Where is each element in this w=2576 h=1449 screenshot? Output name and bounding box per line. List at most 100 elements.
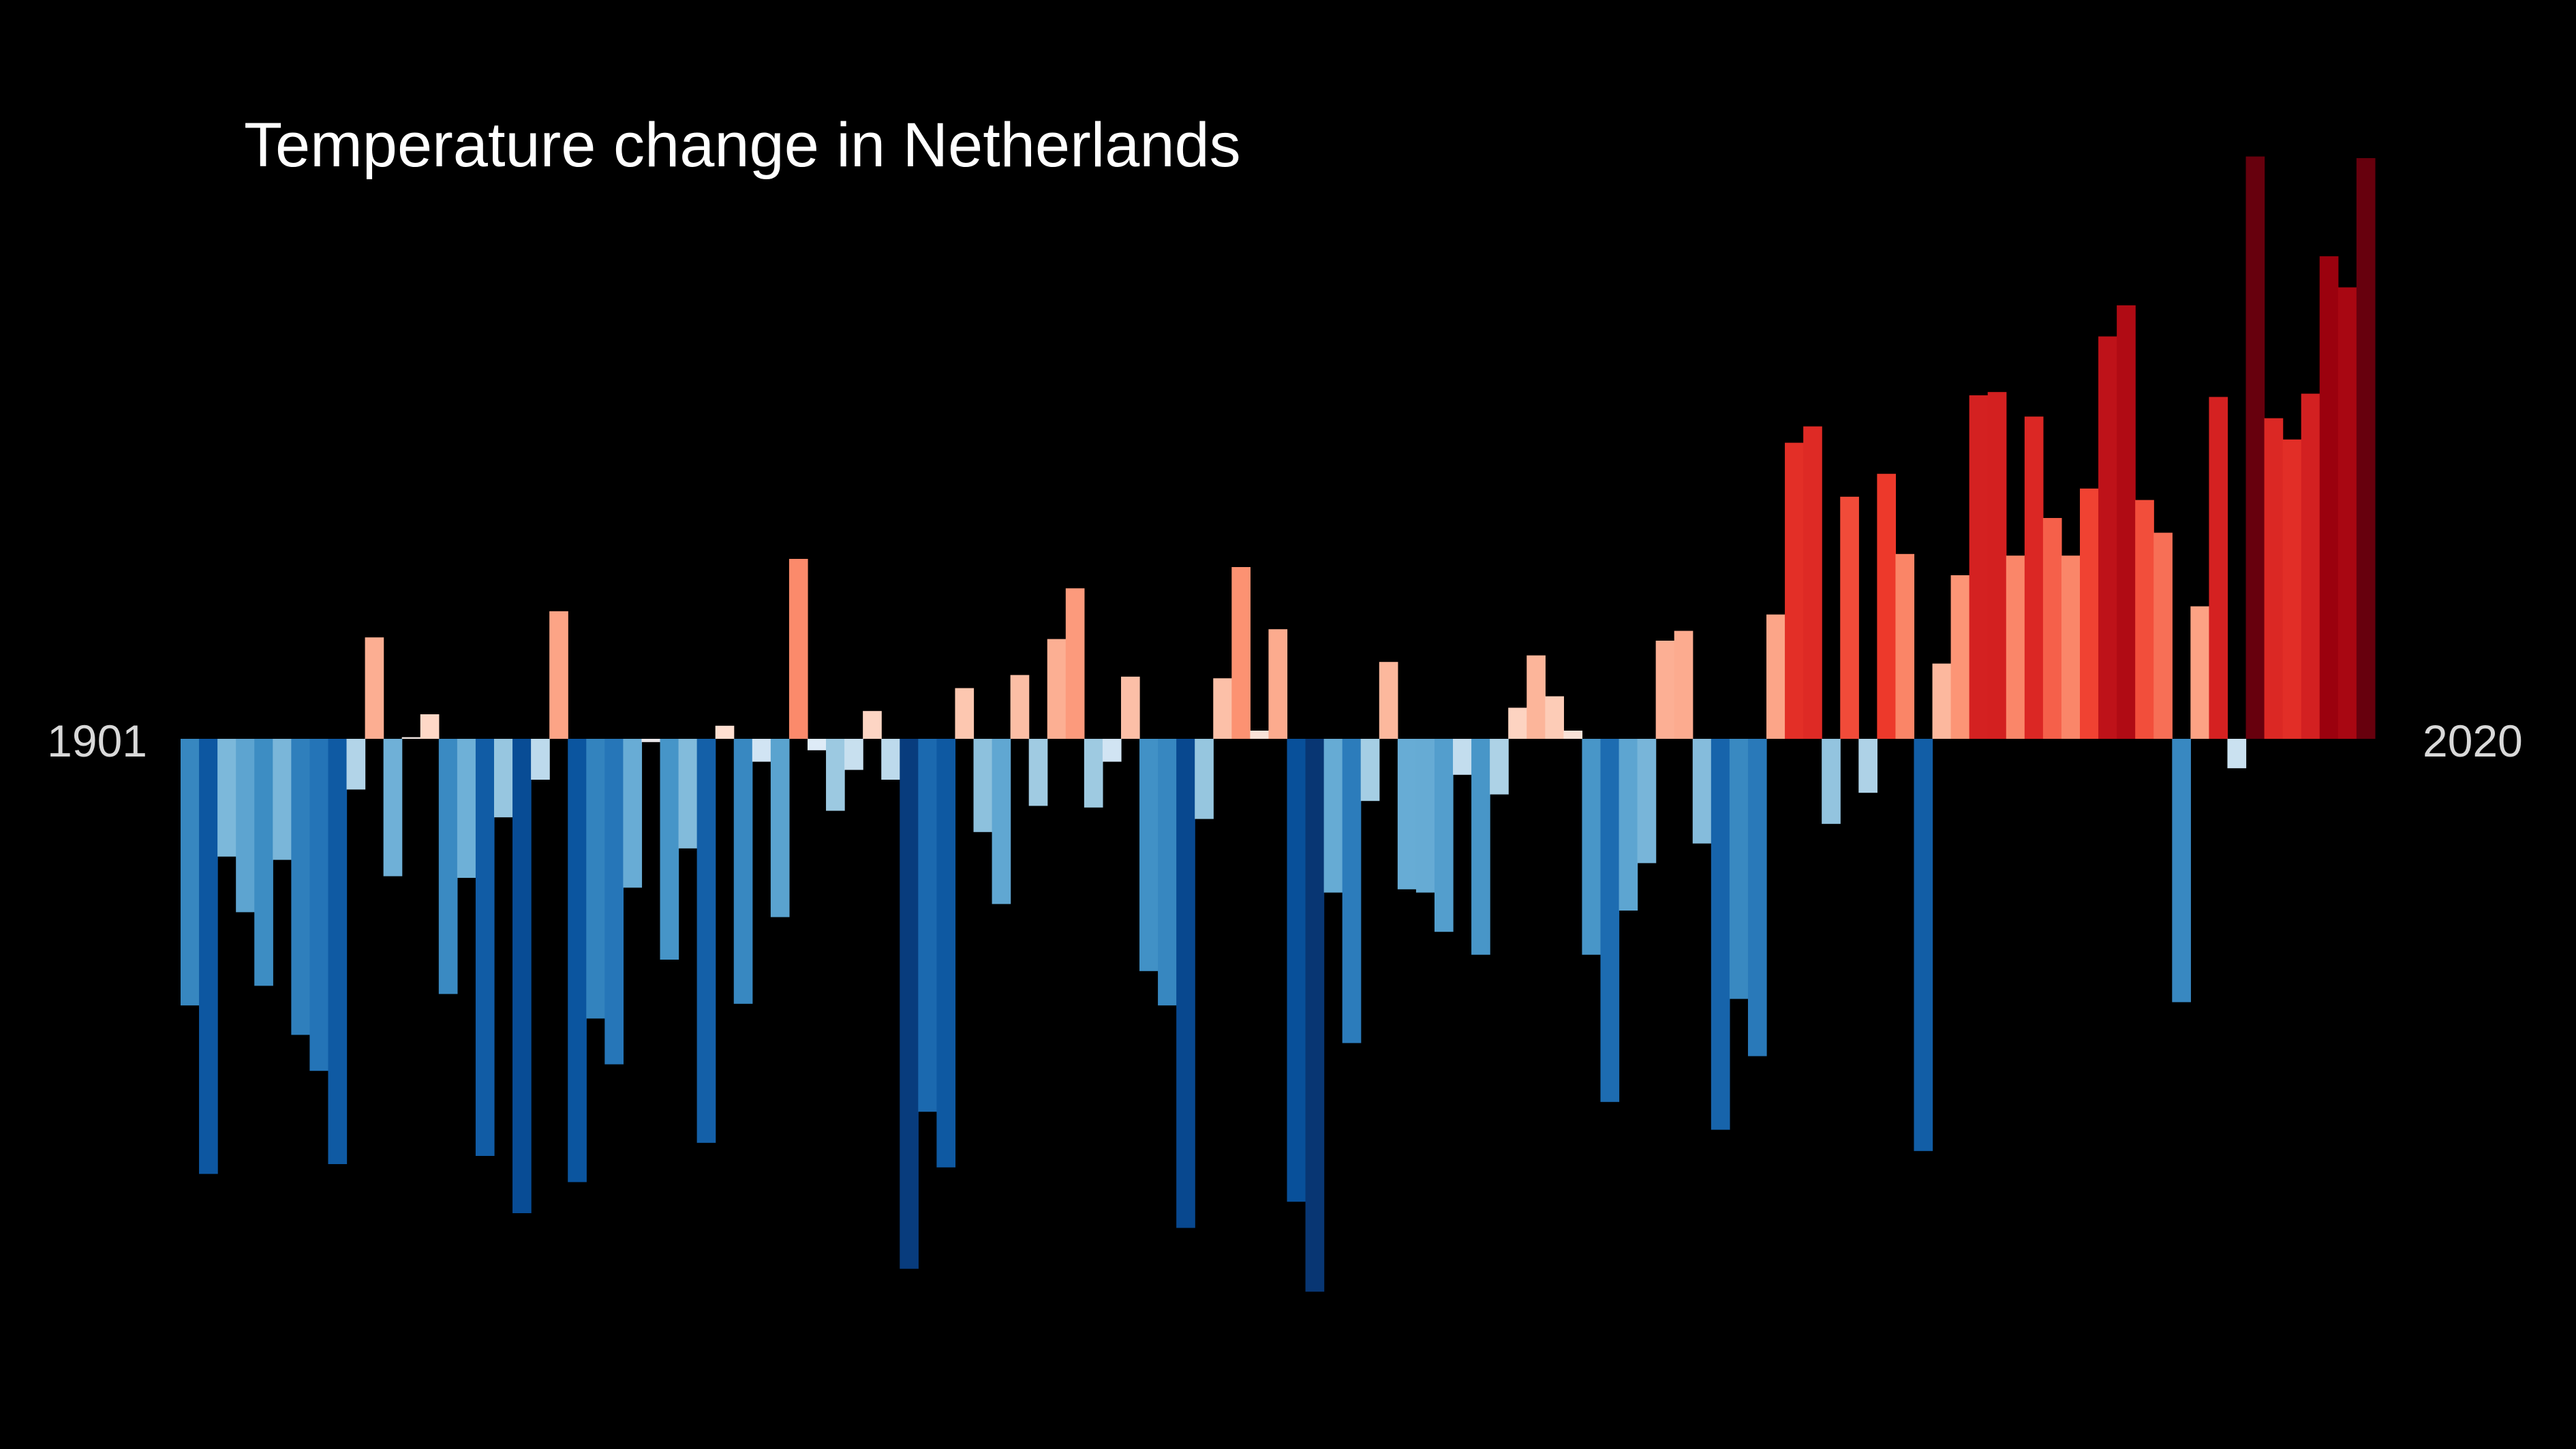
bar-1981 [1655,641,1675,739]
bar-1937 [844,739,863,770]
bar-1918 [493,739,513,818]
bar-1948 [1047,639,1067,739]
bar-1906 [273,739,292,860]
bar-1909 [328,739,348,1164]
bar-1984 [1711,739,1730,1130]
bar-1957 [1213,678,1232,739]
bar-1987 [1766,614,1785,739]
bar-1911 [365,637,384,739]
bar-1925 [623,739,643,888]
bar-1983 [1692,739,1712,844]
bar-1923 [586,739,605,1019]
bar-1916 [457,739,476,878]
bar-1920 [531,739,550,780]
bar-1995 [1914,739,1933,1151]
bar-1994 [1895,553,1915,739]
bar-1963 [1323,739,1343,893]
bar-1945 [992,739,1011,904]
bar-1936 [826,739,845,811]
bar-1988 [1785,442,1804,739]
bar-1942 [936,739,956,1168]
bar-1953 [1139,739,1159,971]
bar-1979 [1619,739,1638,911]
bar-1956 [1195,739,1214,819]
bar-1976 [1563,731,1583,739]
bar-2003 [2061,555,2081,739]
bar-2018 [2337,287,2357,739]
bar-1992 [1858,739,1877,793]
bar-1907 [291,739,311,1035]
bar-1989 [1803,426,1822,739]
bar-1905 [254,739,273,986]
bar-2006 [2117,305,2136,739]
bar-1955 [1176,739,1195,1228]
bar-1927 [660,739,679,960]
bar-1935 [807,739,827,750]
bar-1964 [1342,739,1362,1043]
bar-1971 [1471,739,1490,955]
bar-2007 [2135,500,2154,739]
bar-1966 [1379,662,1398,739]
bar-1958 [1231,567,1251,739]
bar-1990 [1822,739,1841,824]
bar-1949 [1065,588,1085,739]
bar-1913 [401,737,421,739]
bar-1929 [696,739,716,1143]
chart-title: Temperature change in Netherlands [244,110,1241,180]
bar-1974 [1527,655,1546,739]
bar-1950 [1084,739,1103,808]
bar-2009 [2172,739,2191,1003]
bar-2010 [2190,606,2210,739]
bar-1930 [715,725,735,739]
bar-1934 [788,559,808,739]
bar-1932 [752,739,771,762]
bar-1946 [1010,675,1030,739]
bar-1952 [1120,676,1140,739]
bar-1924 [604,739,624,1065]
bar-1961 [1287,739,1306,1202]
bar-2002 [2042,518,2062,739]
end-year-label: 2020 [2423,716,2523,766]
bar-2011 [2209,397,2228,739]
bar-1910 [346,739,366,790]
bar-1985 [1729,739,1749,999]
bar-2016 [2301,393,2320,739]
bar-1978 [1600,739,1620,1102]
bar-1980 [1637,739,1657,864]
bar-1943 [955,688,975,739]
bar-1969 [1434,739,1454,932]
bar-1903 [217,739,236,857]
start-year-label: 1901 [47,716,147,766]
bar-1941 [918,739,937,1112]
bar-1944 [973,739,993,832]
bar-1997 [1950,575,1970,739]
bar-1962 [1305,739,1325,1292]
bars-group [181,156,2376,1292]
bar-1938 [863,711,882,739]
bar-2000 [2006,555,2025,739]
bar-1926 [641,739,661,742]
bar-1965 [1360,739,1380,802]
bar-1960 [1268,629,1288,739]
bar-1996 [1932,663,1952,739]
bar-1998 [1969,395,1989,739]
bar-1970 [1453,739,1472,775]
bar-1921 [549,611,568,739]
bar-1982 [1674,630,1693,739]
bar-1986 [1747,739,1767,1056]
bar-1901 [181,739,200,1006]
bar-1908 [309,739,329,1071]
bar-1919 [512,739,532,1213]
bar-1940 [900,739,919,1269]
bar-1951 [1102,739,1122,762]
bar-2015 [2282,439,2302,739]
bar-1912 [383,739,403,876]
bar-2012 [2227,739,2247,769]
bar-1993 [1877,474,1897,739]
bar-1904 [236,739,255,913]
bar-1954 [1158,739,1177,1006]
bar-1902 [199,739,218,1174]
bar-1975 [1545,696,1564,739]
